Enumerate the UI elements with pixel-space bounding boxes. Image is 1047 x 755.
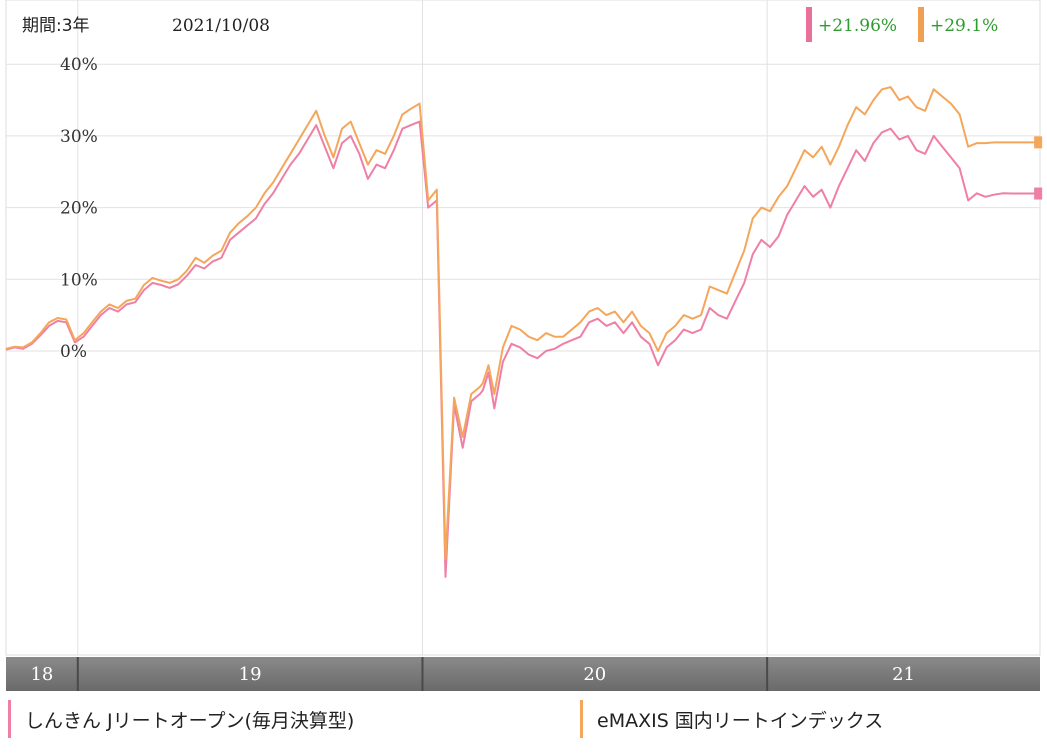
- return-value-1: +21.96%: [818, 16, 897, 36]
- return-value-2: +29.1%: [930, 16, 998, 36]
- year-band: 18 19 20 21: [6, 657, 1040, 691]
- date-label: 2021/10/08: [172, 16, 270, 36]
- legend-item-series2: eMAXIS 国内リートインデックス: [580, 700, 883, 738]
- legend-label-series2: eMAXIS 国内リートインデックス: [597, 709, 884, 732]
- legend-swatch-series1: [8, 700, 11, 738]
- grid-lines: [5, 0, 1041, 656]
- year-label-19: 19: [239, 664, 262, 685]
- y-tick-label-40: 40%: [60, 55, 98, 75]
- legend-label-series1: しんきん Jリートオープン(毎月決算型): [25, 709, 355, 732]
- chart-header: 期間:3年 2021/10/08: [22, 16, 270, 36]
- year-label-20: 20: [583, 664, 606, 685]
- y-axis-labels: 0% 10% 20% 30% 40%: [60, 55, 98, 362]
- plot-frame: [5, 0, 1041, 656]
- legend-item-series1: しんきん Jリートオープン(毎月決算型): [8, 700, 354, 738]
- period-label: 期間:3年: [22, 16, 90, 36]
- y-tick-label-20: 20%: [60, 199, 98, 219]
- series-end-marker-2: [1034, 136, 1043, 149]
- series-lines: [5, 86, 1043, 578]
- year-band-background: [6, 657, 1040, 691]
- series-line-1: [5, 120, 1038, 578]
- return-badges: +21.96% +29.1%: [806, 7, 998, 42]
- return-swatch-2: [918, 7, 924, 42]
- series-end-marker-1: [1034, 187, 1043, 200]
- year-label-18: 18: [30, 664, 53, 685]
- return-swatch-1: [806, 7, 812, 42]
- y-tick-label-0: 0%: [60, 342, 87, 362]
- legend-swatch-series2: [580, 700, 583, 738]
- series-line-2: [5, 86, 1038, 560]
- y-tick-label-10: 10%: [60, 270, 98, 290]
- y-tick-label-30: 30%: [60, 127, 98, 147]
- year-label-21: 21: [892, 664, 915, 685]
